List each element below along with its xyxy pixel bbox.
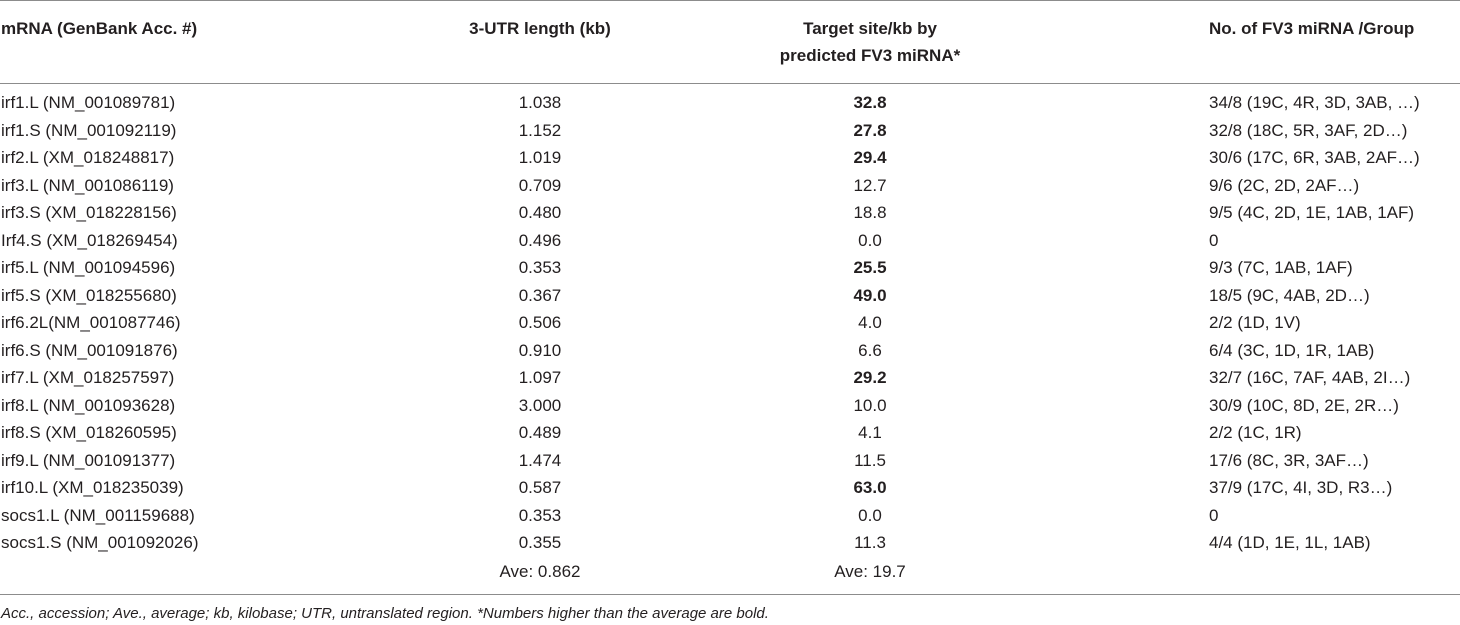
header-bottom-rule [0,83,1460,84]
table-row: irf10.L (XM_018235039) 0.587 63.0 37/9 (17C… [0,474,1460,502]
cell-miRNA-group: 4/4 (1D, 1E, 1L, 1AB) [1209,533,1371,552]
cell-utr-length: 1.019 [518,148,562,167]
cell-target-site: 27.8 [853,120,887,140]
table-row: socs1.S (NM_001092026) 0.355 11.3 4/4 (1D, … [0,529,1460,557]
table-row: irf8.S (XM_018260595) 0.489 4.1 2/2 (1C, 1R… [0,419,1460,447]
header-target-site: Target site/kb by predicted FV3 miRNA* [670,15,1070,69]
table-row: irf8.L (NM_001093628) 3.000 10.0 30/9 (10C,… [0,392,1460,420]
cell-miRNA-group: 30/6 (17C, 6R, 3AB, 2AF…) [1209,148,1420,167]
table-row: irf6.S (NM_001091876) 0.910 6.6 6/4 (3C, 1D… [0,337,1460,365]
table-body: irf1.L (NM_001089781) 1.038 32.8 34/8 (19C,… [0,89,1460,557]
cell-target-site: 4.0 [858,313,882,332]
cell-utr-length: 0.910 [518,340,562,360]
table-row: irf3.L (NM_001086119) 0.709 12.7 9/6 (2C, 2… [0,172,1460,200]
cell-miRNA-group: 0 [1209,230,1219,250]
cell-mrna: irf6.2L(NM_001087746) [1,313,181,332]
cell-utr-length: 0.709 [518,175,562,195]
cell-utr-length: 0.367 [518,285,562,305]
cell-miRNA-group: 32/7 (16C, 7AF, 4AB, 2I…) [1209,368,1411,387]
cell-miRNA-group: 2/2 (1C, 1R) [1209,423,1302,442]
cell-utr-length: 0.496 [518,230,562,250]
cell-mrna: irf8.S (XM_018260595) [1,423,177,442]
cell-mrna: irf1.S (NM_001092119) [1,120,177,140]
header-target-site-line2: predicted FV3 miRNA* [779,46,961,65]
table-row: irf5.L (NM_001094596) 0.353 25.5 9/3 (7C, 1… [0,254,1460,282]
cell-mrna: Irf4.S (XM_018269454) [1,230,178,250]
cell-target-site: 11.3 [854,533,886,552]
cell-target-site: 18.8 [853,203,887,222]
cell-mrna: irf2.L (XM_018248817) [1,148,175,167]
cell-utr-length: 0.353 [518,505,562,525]
header-utr-length: 3-UTR length (kb) [469,19,611,38]
header-miRNA-group: No. of FV3 miRNA /Group [1209,19,1415,38]
cell-mrna: irf3.S (XM_018228156) [1,203,177,222]
cell-miRNA-group: 2/2 (1D, 1V) [1209,313,1301,332]
cell-miRNA-group: 9/6 (2C, 2D, 2AF…) [1209,175,1360,195]
table-row: irf1.S (NM_001092119) 1.152 27.8 32/8 (18C,… [0,117,1460,145]
cell-mrna: irf6.S (NM_001091876) [1,340,178,360]
cell-miRNA-group: 17/6 (8C, 3R, 3AF…) [1209,450,1369,470]
table-row: irf9.L (NM_001091377) 1.474 11.5 17/6 (8C, … [0,447,1460,475]
cell-target-site: 32.8 [853,93,887,112]
cell-utr-length: 0.355 [518,533,562,552]
table-row: irf6.2L(NM_001087746) 0.506 4.0 2/2 (1D, 1V… [0,309,1460,337]
cell-utr-length: 0.587 [518,478,562,497]
cell-target-site: 12.7 [853,175,887,195]
cell-mrna: irf1.L (NM_001089781) [1,93,176,112]
cell-target-site: 29.4 [853,148,887,167]
cell-mrna: irf3.L (NM_001086119) [1,175,174,195]
cell-miRNA-group: 32/8 (18C, 5R, 3AF, 2D…) [1209,120,1408,140]
cell-mrna: irf5.S (XM_018255680) [1,285,177,305]
cell-mrna: irf8.L (NM_001093628) [1,395,176,415]
cell-miRNA-group: 9/5 (4C, 2D, 1E, 1AB, 1AF) [1209,203,1415,222]
cell-utr-length: 1.038 [518,93,562,112]
table-footnote: Acc., accession; Ave., average; kb, kilo… [1,605,769,622]
table-row: irf5.S (XM_018255680) 0.367 49.0 18/5 (9C, … [0,282,1460,310]
cell-miRNA-group: 0 [1209,505,1219,525]
table-row: irf7.L (XM_018257597) 1.097 29.2 32/7 (16C,… [0,364,1460,392]
cell-target-site: 11.5 [854,450,886,470]
cell-mrna: irf10.L (XM_018235039) [1,478,184,497]
cell-utr-length: 1.474 [518,450,562,470]
table-row: socs1.L (NM_001159688) 0.353 0.0 0 [0,502,1460,530]
cell-target-site: 4.1 [858,423,882,442]
cell-mrna: socs1.S (NM_001092026) [1,533,199,552]
cell-mrna: irf7.L (XM_018257597) [1,368,175,387]
table-top-rule [0,0,1460,1]
cell-miRNA-group: 18/5 (9C, 4AB, 2D…) [1209,285,1370,305]
cell-target-site: 29.2 [853,368,887,387]
average-utr: Ave: 0.862 [499,562,581,581]
cell-miRNA-group: 30/9 (10C, 8D, 2E, 2R…) [1209,395,1399,415]
cell-miRNA-group: 37/9 (17C, 4I, 3D, R3…) [1209,478,1393,497]
cell-mrna: socs1.L (NM_001159688) [1,505,195,525]
cell-miRNA-group: 34/8 (19C, 4R, 3D, 3AB, …) [1209,93,1420,112]
cell-utr-length: 0.506 [518,313,562,332]
header-mrna: mRNA (GenBank Acc. #) [1,19,198,38]
cell-miRNA-group: 9/3 (7C, 1AB, 1AF) [1209,258,1353,277]
header-target-site-line1: Target site/kb by [803,19,937,38]
cell-target-site: 25.5 [853,258,887,277]
cell-utr-length: 3.000 [518,395,562,415]
cell-miRNA-group: 6/4 (3C, 1D, 1R, 1AB) [1209,340,1375,360]
cell-target-site: 10.0 [853,395,887,415]
cell-target-site: 0.0 [858,230,882,250]
cell-target-site: 0.0 [858,505,882,525]
cell-mrna: irf5.L (NM_001094596) [1,258,176,277]
cell-utr-length: 1.152 [518,120,562,140]
average-target: Ave: 19.7 [834,562,906,581]
cell-target-site: 6.6 [858,340,882,360]
table-row: Irf4.S (XM_018269454) 0.496 0.0 0 [0,227,1460,255]
table-row: irf1.L (NM_001089781) 1.038 32.8 34/8 (19C,… [0,89,1460,117]
cell-utr-length: 0.489 [518,423,562,442]
cell-utr-length: 0.480 [518,203,562,222]
cell-mrna: irf9.L (NM_001091377) [1,450,176,470]
cell-target-site: 63.0 [853,478,887,497]
cell-utr-length: 0.353 [518,258,562,277]
table-bottom-rule [0,594,1460,595]
table-row: irf2.L (XM_018248817) 1.019 29.4 30/6 (17C,… [0,144,1460,172]
table-row: irf3.S (XM_018228156) 0.480 18.8 9/5 (4C, 2… [0,199,1460,227]
cell-target-site: 49.0 [853,285,887,305]
cell-utr-length: 1.097 [518,368,562,387]
